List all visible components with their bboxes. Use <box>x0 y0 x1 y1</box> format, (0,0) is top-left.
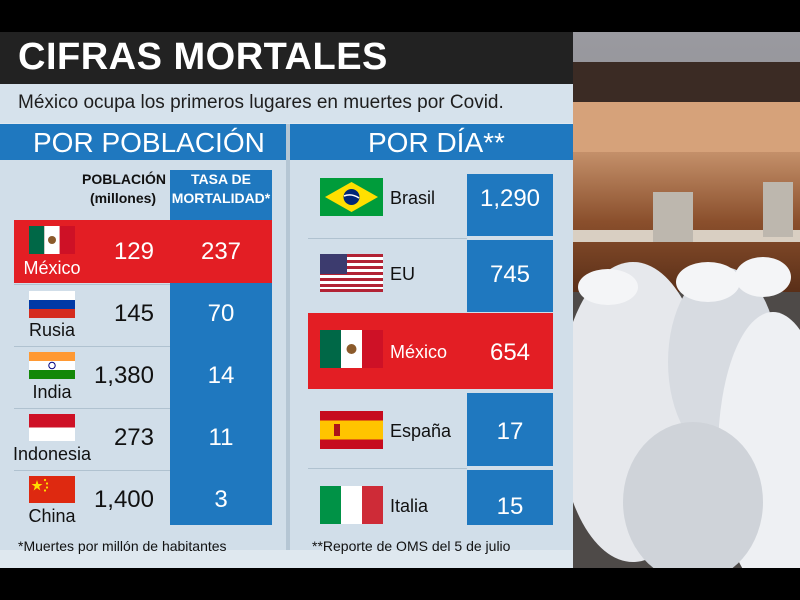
country-name: Indonesia <box>12 444 92 464</box>
panel-divider <box>286 124 290 550</box>
row-separator <box>14 346 170 347</box>
brazil-flag-icon <box>320 178 383 216</box>
mexico-flag-icon <box>320 330 383 368</box>
row-separator <box>14 470 170 471</box>
infographic: CIFRAS MORTALES México ocupa los primero… <box>0 32 800 568</box>
russia-flag-icon <box>29 291 75 318</box>
section-title-day: POR DÍA** <box>368 127 505 158</box>
section-header-population: POR POBLACIÓN <box>0 124 286 160</box>
italy-flag-icon <box>320 486 383 524</box>
page-subtitle: México ocupa los primeros lugares en mue… <box>18 92 504 113</box>
deaths-value: 1,290 <box>479 185 541 212</box>
country-name: Rusia <box>28 320 76 340</box>
spain-flag-icon <box>320 411 383 449</box>
deaths-cell-bg <box>467 393 553 466</box>
population-value: 1,380 <box>93 362 154 389</box>
country-name: España <box>390 421 452 441</box>
population-value: 273 <box>113 424 154 451</box>
indonesia-flag-icon <box>29 414 75 441</box>
row-separator <box>308 238 467 239</box>
country-name: China <box>28 506 76 526</box>
deaths-cell-bg <box>467 240 553 312</box>
deaths-cell-bg <box>467 470 553 525</box>
deaths-value: 15 <box>496 493 524 520</box>
column-header-population: POBLACIÓN (millones) <box>82 171 166 206</box>
coffin-photo-illustration <box>573 32 800 568</box>
footnote-population: *Muertes por millón de habitantes <box>18 538 227 554</box>
country-name: Brasil <box>390 188 436 208</box>
country-name: India <box>32 382 72 402</box>
deaths-value: 654 <box>489 339 531 366</box>
population-value: 129 <box>113 238 154 265</box>
section-header-day: POR DÍA** <box>290 124 573 160</box>
country-name: EU <box>390 264 416 284</box>
coffin-photo <box>573 32 800 568</box>
deaths-value: 17 <box>496 418 524 445</box>
row-separator <box>14 408 170 409</box>
country-name: México <box>390 342 448 362</box>
rate-value: 70 <box>207 300 235 327</box>
country-name: México <box>23 258 81 278</box>
rate-value: 14 <box>207 362 235 389</box>
rate-value: 11 <box>208 424 234 451</box>
usa-flag-icon <box>320 254 383 292</box>
rate-value: 3 <box>214 486 228 513</box>
deaths-value: 745 <box>489 261 531 288</box>
china-flag-icon <box>29 476 75 503</box>
population-value: 1,400 <box>93 486 154 513</box>
section-title-population: POR POBLACIÓN <box>33 127 265 158</box>
deaths-cell-bg <box>467 174 553 236</box>
column-header-rate: TASA DE MORTALIDAD* <box>170 170 272 220</box>
country-name: Italia <box>390 496 429 516</box>
footnote-day: **Reporte de OMS del 5 de julio <box>312 538 511 554</box>
subtitle-band: México ocupa los primeros lugares en mue… <box>0 84 573 123</box>
rate-value: 237 <box>200 238 242 265</box>
mexico-flag-icon <box>29 226 75 254</box>
row-separator <box>308 468 467 469</box>
population-value: 145 <box>113 300 154 327</box>
india-flag-icon <box>29 352 75 379</box>
page-title: CIFRAS MORTALES <box>18 36 388 78</box>
row-separator <box>14 284 170 285</box>
title-bar: CIFRAS MORTALES <box>0 32 573 84</box>
